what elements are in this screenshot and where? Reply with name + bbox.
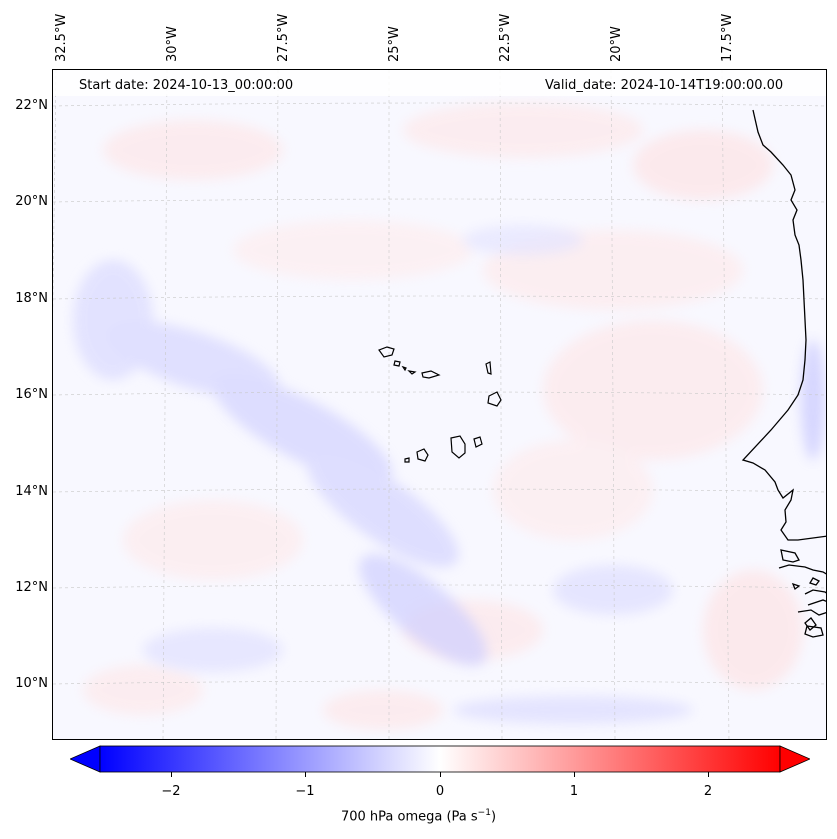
colorbar-label-close: ) [490, 809, 497, 825]
lat-label-16n: 16°N [15, 387, 48, 402]
colorbar-label-text: 700 hPa omega (Pa s [340, 809, 478, 825]
colorbar-tickmark-2 [708, 772, 709, 777]
lat-label-14n: 14°N [15, 484, 48, 499]
colorbar-tick-2: 2 [703, 784, 713, 799]
lon-label-25w: 25°W [387, 26, 402, 62]
colorbar-label-exponent: −1 [477, 808, 491, 818]
colorbar-tick-neg2: −2 [161, 784, 181, 799]
colorbar-tickmark-neg1 [305, 772, 306, 777]
colorbar-tick-1: 1 [569, 784, 579, 799]
negative-omega-band [73, 225, 825, 724]
colorbar-tick-0: 0 [435, 784, 445, 799]
lon-label-20w: 20°W [609, 26, 624, 62]
colorbar-svg [68, 745, 812, 773]
colorbar-max-extend [779, 745, 812, 773]
colorbar-tickmark-neg2 [171, 772, 172, 777]
colorbar-gradient [99, 745, 781, 773]
colorbar [68, 744, 812, 774]
graticule [53, 70, 826, 739]
colorbar-label: 700 hPa omega (Pa s−1) [0, 808, 837, 824]
valid-date-text: Valid_date: 2024-10-14T19:00:00.00 [545, 78, 784, 93]
lon-label-17-5w: 17.5°W [720, 13, 735, 62]
colorbar-tickmark-0 [440, 772, 441, 777]
african-coastline [741, 109, 826, 638]
lon-label-30w: 30°W [165, 26, 180, 62]
cape-verde-islands [378, 346, 502, 463]
colorbar-tickmark-1 [574, 772, 575, 777]
lat-label-12n: 12°N [15, 580, 48, 595]
lat-label-18n: 18°N [15, 291, 48, 306]
colorbar-tick-neg1: −1 [295, 784, 315, 799]
lon-label-27-5w: 27.5°W [276, 13, 291, 62]
lat-label-10n: 10°N [15, 676, 48, 691]
lat-label-20n: 20°N [15, 194, 48, 209]
lon-label-22-5w: 22.5°W [498, 13, 513, 62]
colorbar-min-extend [68, 745, 101, 773]
lon-label-32-5w: 32.5°W [54, 13, 69, 62]
omega-field-map [53, 70, 826, 739]
map-panel[interactable] [52, 69, 827, 740]
lat-label-22n: 22°N [15, 98, 48, 113]
start-date-text: Start date: 2024-10-13_00:00:00 [79, 78, 294, 93]
